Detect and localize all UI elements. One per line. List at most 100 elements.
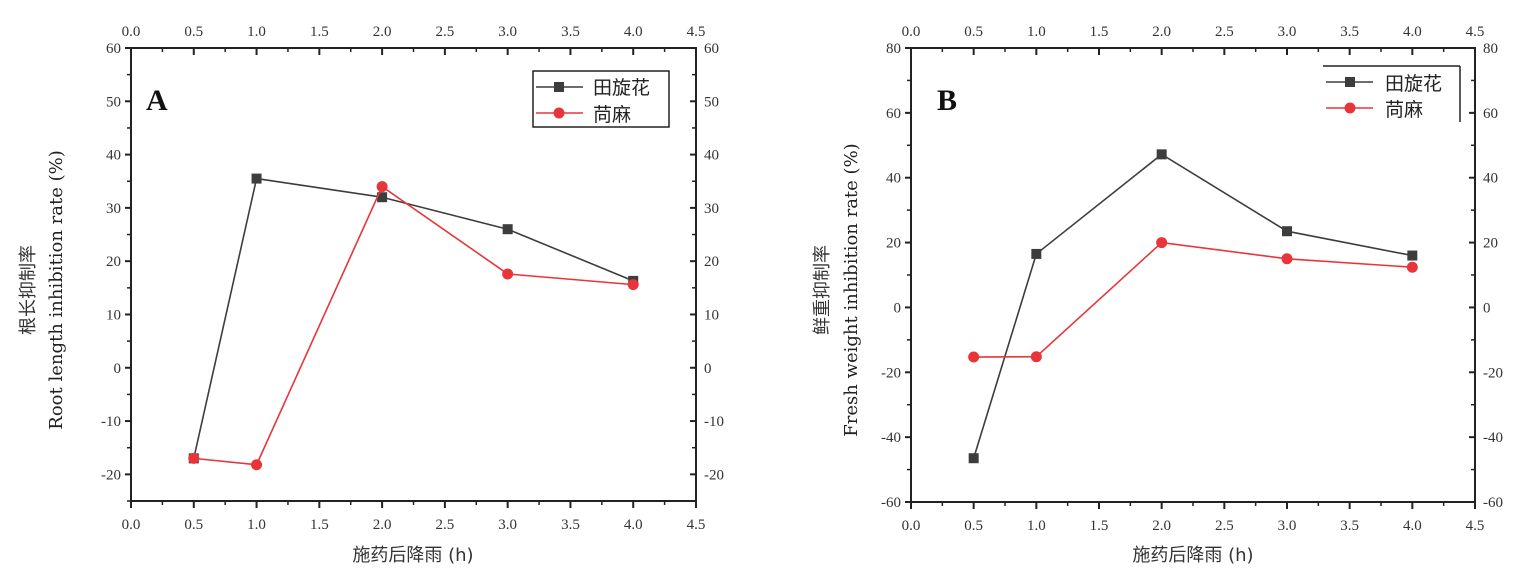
x-tick-label-top: 0.5 [964, 24, 983, 40]
y-tick-label-right: 0 [1483, 300, 1491, 316]
x-tick-label: 4.0 [1403, 518, 1422, 534]
data-point-circle [1030, 351, 1042, 363]
x-tick-label: 3.0 [1278, 518, 1297, 534]
x-axis-title: 施药后降雨 (h) [1132, 545, 1253, 566]
chart-panel-b: 0.0 0.5 1.0 1.5 2.0 2.5 3.0 3.5 4.0 4.5 0.0 0.5 1.0… [812, 24, 1503, 566]
y-tick-label: 40 [886, 171, 901, 187]
data-point-square [968, 453, 979, 464]
x-axis-bottom: 0.0 0.5 1.0 1.5 2.0 2.5 3.0 3.5 4.0 4.5 [122, 501, 706, 533]
legend-marker-square [1345, 77, 1355, 87]
x-tick-label-top: 2.5 [1215, 24, 1234, 40]
x-tick-label: 1.0 [247, 517, 266, 533]
data-point-square [1282, 226, 1292, 237]
data-point-circle [251, 459, 263, 471]
x-tick-label: 3.5 [561, 517, 580, 533]
x-tick-label: 2.5 [1215, 518, 1234, 534]
y-tick-label: 20 [886, 236, 901, 252]
x-tick-label-top: 0.5 [184, 24, 203, 40]
y-tick-label: 30 [106, 201, 121, 217]
y-tick-label-right: -20 [704, 467, 724, 483]
x-tick-label: 2.0 [1152, 518, 1171, 534]
legend-label-0: 田旋花 [593, 77, 650, 99]
x-tick-label-top: 3.5 [561, 24, 580, 40]
y-tick-label: 60 [886, 106, 901, 122]
legend: 田旋花 苘麻 [1323, 65, 1461, 122]
y-tick-label-right: 30 [704, 201, 719, 217]
y-tick-label-right: 0 [704, 361, 712, 377]
y-tick-label: 0 [894, 300, 902, 316]
series-line-1 [973, 241, 1413, 358]
x-axis-top: 0.0 0.5 1.0 1.5 2.0 2.5 3.0 3.5 4.0 4.5 [902, 24, 1485, 55]
x-tick-label-top: 0.0 [122, 24, 141, 40]
y-axis-left: -60 -40 -20 0 20 40 60 80 [881, 41, 911, 511]
x-tick-label: 4.0 [624, 517, 643, 533]
data-point-square [377, 192, 388, 203]
data-point-circle [1156, 237, 1168, 249]
legend-label-1: 苘麻 [1385, 99, 1423, 121]
y-tick-label: 10 [106, 307, 121, 323]
x-tick-label: 3.5 [1340, 518, 1359, 534]
x-tick-label: 1.5 [310, 517, 329, 533]
y-tick-label-right: 60 [704, 41, 719, 57]
x-tick-label: 4.5 [687, 517, 706, 533]
legend: 田旋花 苘麻 [532, 70, 670, 128]
panel-label: B [937, 84, 957, 117]
data-point-square [251, 173, 262, 184]
chart-panel-a: 0.0 0.5 1.0 1.5 2.0 2.5 3.0 3.5 4.0 4.5 0.0 0.5 1.0… [18, 24, 724, 566]
y-tick-label: 40 [106, 148, 121, 164]
y-tick-label: -20 [101, 467, 121, 483]
legend-label-0: 田旋花 [1385, 73, 1442, 95]
x-tick-label: 2.5 [436, 517, 455, 533]
x-tick-label: 1.0 [1027, 518, 1046, 534]
y-tick-label-right: 60 [1483, 106, 1498, 122]
x-tick-label-top: 1.5 [310, 24, 329, 40]
series-layer [188, 173, 639, 471]
y-axis-left: -20 -10 0 10 20 30 40 50 60 [101, 41, 131, 502]
x-tick-label-top: 4.5 [687, 24, 706, 40]
y-tick-label-right: -10 [704, 414, 724, 430]
data-point-circle [1281, 253, 1293, 265]
x-tick-label: 2.0 [373, 517, 392, 533]
data-point-square [502, 224, 513, 235]
data-point-circle [627, 279, 639, 291]
y-tick-label-right: 40 [1483, 171, 1498, 187]
x-axis-bottom: 0.0 0.5 1.0 1.5 2.0 2.5 3.0 3.5 4.0 4.5 [902, 502, 1485, 534]
y-tick-label: -40 [881, 430, 901, 446]
y-axis-title-cn: 根长抑制率 [18, 245, 39, 335]
x-axis-top: 0.0 0.5 1.0 1.5 2.0 2.5 3.0 3.5 4.0 4.5 [122, 24, 706, 55]
y-tick-label-right: 20 [704, 254, 719, 270]
x-tick-label-top: 3.0 [1278, 24, 1297, 40]
legend-label-1: 苘麻 [593, 104, 631, 126]
x-tick-label-top: 0.0 [902, 24, 921, 40]
data-point-square [1031, 248, 1042, 259]
series-layer [968, 149, 1418, 464]
x-tick-label-top: 1.5 [1090, 24, 1109, 40]
x-tick-label-top: 2.0 [1152, 24, 1171, 40]
x-axis-title: 施药后降雨 (h) [352, 545, 473, 566]
data-point-circle [968, 351, 980, 363]
y-axis-right: -20 -10 0 10 20 30 40 50 60 [690, 41, 724, 502]
x-tick-label: 3.0 [498, 517, 517, 533]
y-axis-right: -60 -40 -20 0 20 40 60 80 [1469, 41, 1503, 511]
x-tick-label-top: 4.5 [1466, 24, 1485, 40]
x-tick-label: 0.0 [122, 517, 141, 533]
data-point-circle [1406, 261, 1418, 273]
data-point-circle [376, 181, 388, 193]
y-tick-label: -10 [101, 414, 121, 430]
x-tick-label-top: 4.0 [624, 24, 643, 40]
x-tick-label-top: 1.0 [247, 24, 266, 40]
y-tick-label-right: 20 [1483, 236, 1498, 252]
y-tick-label-right: -20 [1483, 365, 1503, 381]
y-tick-label-right: 10 [704, 307, 719, 323]
y-tick-label-right: 40 [704, 148, 719, 164]
data-point-square [1407, 250, 1418, 261]
y-tick-label-right: -40 [1483, 430, 1503, 446]
legend-marker-circle [1344, 102, 1356, 114]
x-tick-label: 4.5 [1466, 518, 1485, 534]
data-point-circle [502, 268, 514, 280]
y-axis-title-cn: 鲜重抑制率 [812, 245, 833, 335]
x-tick-label: 0.0 [902, 518, 921, 534]
x-tick-label-top: 3.5 [1340, 24, 1359, 40]
y-tick-label: 50 [106, 94, 121, 110]
y-tick-label: -60 [881, 495, 901, 511]
